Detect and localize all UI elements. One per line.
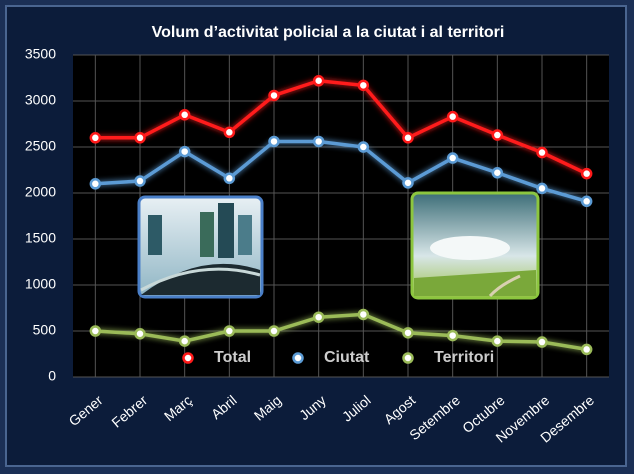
- series-line: [95, 312, 587, 352]
- point: [268, 89, 280, 102]
- point: [134, 328, 146, 340]
- legend-label: Ciutat: [324, 349, 370, 366]
- point: [491, 129, 504, 141]
- legend-marker: [182, 352, 194, 364]
- point: [312, 135, 325, 148]
- point: [357, 308, 370, 321]
- legend-marker: [402, 352, 414, 364]
- city-picture: [137, 195, 264, 299]
- point: [223, 126, 236, 139]
- point: [223, 172, 236, 185]
- point: [312, 75, 325, 87]
- point: [89, 178, 102, 190]
- y-tick-label: 3000: [25, 92, 56, 108]
- point: [268, 325, 280, 337]
- point: [89, 132, 102, 144]
- field-picture: [410, 191, 540, 300]
- point: [357, 79, 370, 92]
- legend-label: Territori: [434, 349, 494, 366]
- point: [536, 182, 548, 195]
- point: [491, 167, 504, 179]
- y-tick-label: 500: [33, 322, 57, 338]
- point: [223, 325, 236, 337]
- point: [402, 327, 414, 339]
- point: [446, 329, 459, 342]
- point: [446, 152, 459, 164]
- point: [536, 336, 548, 348]
- y-tick-label: 2000: [25, 184, 56, 200]
- point: [580, 195, 593, 208]
- point: [357, 141, 370, 153]
- series-line: [95, 78, 588, 176]
- point: [178, 335, 191, 347]
- point: [312, 311, 325, 323]
- point: [89, 325, 102, 337]
- y-tick-label: 3500: [25, 46, 56, 62]
- chart-title: Volum d’activitat policial a la ciutat i…: [152, 24, 505, 41]
- point: [134, 175, 146, 187]
- point: [580, 343, 593, 356]
- point: [402, 177, 414, 189]
- y-tick-label: 1000: [25, 276, 56, 292]
- point: [491, 335, 504, 347]
- point: [580, 167, 593, 180]
- legend-marker: [292, 352, 304, 364]
- series-line: [95, 139, 588, 203]
- point: [446, 110, 459, 123]
- point: [536, 146, 548, 159]
- y-tick-label: 0: [48, 368, 56, 384]
- legend-label: Total: [214, 349, 251, 366]
- point: [134, 132, 146, 144]
- point: [178, 109, 191, 121]
- y-tick-label: 2500: [25, 138, 56, 154]
- point: [178, 145, 191, 158]
- point: [402, 132, 414, 144]
- y-tick-label: 1500: [25, 230, 56, 246]
- point: [268, 135, 280, 148]
